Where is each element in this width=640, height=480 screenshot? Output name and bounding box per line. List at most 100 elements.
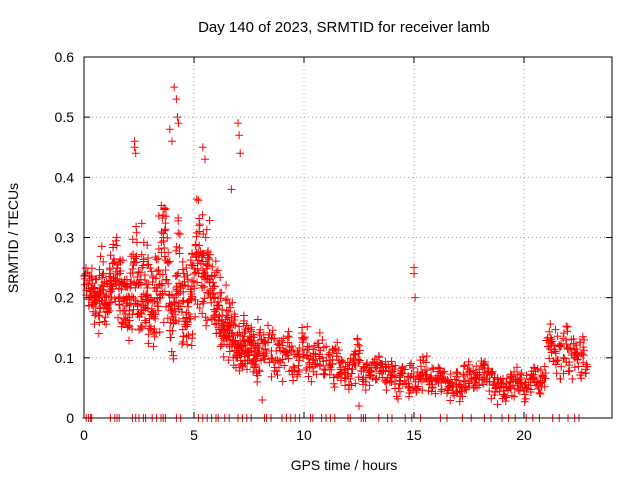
data-point	[132, 252, 141, 261]
data-point	[205, 216, 214, 225]
data-point	[224, 356, 233, 365]
data-point	[480, 375, 489, 384]
data-point	[361, 378, 370, 387]
data-point	[355, 341, 364, 350]
data-point	[188, 334, 197, 343]
data-point	[223, 313, 232, 322]
data-point	[138, 297, 147, 306]
data-point	[229, 320, 238, 329]
data-point	[334, 345, 343, 354]
data-point	[545, 327, 554, 336]
data-point	[199, 269, 208, 278]
x-tick-label: 10	[296, 427, 312, 443]
data-point	[225, 318, 234, 327]
data-point	[105, 306, 114, 315]
data-point	[165, 257, 174, 266]
data-point	[464, 357, 473, 366]
data-point	[407, 359, 416, 368]
data-point	[112, 241, 121, 250]
data-point	[446, 378, 455, 387]
data-point	[216, 273, 225, 282]
data-point	[201, 259, 210, 268]
data-point	[309, 345, 318, 354]
data-point	[219, 321, 228, 330]
data-point	[134, 267, 143, 276]
data-point	[548, 337, 557, 346]
data-point	[152, 255, 161, 264]
data-point	[473, 383, 482, 392]
data-point	[407, 369, 416, 378]
data-point	[154, 302, 163, 311]
data-point	[193, 278, 202, 287]
x-axis-label: GPS time / hours	[291, 457, 398, 473]
data-point	[234, 119, 242, 128]
data-point	[446, 370, 455, 379]
data-point	[197, 253, 206, 262]
data-point	[556, 374, 565, 383]
data-point	[344, 380, 353, 389]
data-point	[350, 349, 359, 358]
data-point	[137, 219, 146, 228]
data-point	[87, 272, 96, 281]
data-point	[522, 371, 531, 380]
data-point	[412, 388, 421, 397]
data-point	[223, 295, 232, 304]
data-point	[131, 149, 140, 158]
data-point	[565, 366, 574, 375]
data-point	[428, 364, 437, 373]
data-point	[351, 379, 360, 388]
data-point	[574, 362, 583, 371]
data-point	[284, 327, 293, 336]
data-point	[294, 366, 303, 375]
data-point	[499, 386, 508, 395]
data-point	[280, 361, 289, 370]
data-point	[160, 243, 169, 252]
data-point	[216, 294, 225, 303]
data-point	[240, 328, 249, 337]
data-point	[559, 369, 568, 378]
data-point	[151, 274, 160, 283]
data-point	[375, 369, 384, 378]
data-point	[247, 323, 256, 332]
data-point	[102, 320, 111, 329]
data-point	[154, 212, 163, 221]
data-point	[210, 282, 219, 291]
data-point	[160, 252, 169, 261]
data-point	[265, 328, 274, 337]
data-point	[205, 250, 214, 259]
data-point	[396, 369, 405, 378]
data-point	[465, 376, 474, 385]
data-point	[259, 330, 268, 339]
data-point	[261, 345, 270, 354]
data-point	[579, 351, 588, 360]
data-point	[108, 259, 117, 268]
data-point	[580, 335, 589, 344]
data-point	[178, 297, 187, 306]
data-point	[264, 321, 273, 330]
data-point	[153, 284, 162, 293]
data-point	[308, 355, 317, 364]
data-point	[216, 342, 225, 351]
y-tick-label: 0.4	[55, 169, 75, 185]
data-point	[146, 264, 155, 273]
data-point	[538, 372, 547, 381]
data-point	[346, 374, 355, 383]
data-point	[293, 347, 302, 356]
data-point	[207, 298, 216, 307]
data-point	[106, 298, 115, 307]
data-point	[228, 328, 237, 337]
data-point	[188, 292, 197, 301]
data-point	[345, 360, 354, 369]
data-point	[138, 263, 147, 272]
data-point	[166, 333, 175, 342]
data-point	[534, 384, 543, 393]
data-point	[195, 304, 204, 313]
data-point	[309, 349, 318, 358]
data-point	[565, 344, 574, 353]
data-point	[128, 269, 137, 278]
data-point	[573, 355, 582, 364]
data-point	[164, 279, 173, 288]
data-point	[387, 371, 396, 380]
data-point	[332, 351, 341, 360]
data-point	[411, 377, 420, 386]
